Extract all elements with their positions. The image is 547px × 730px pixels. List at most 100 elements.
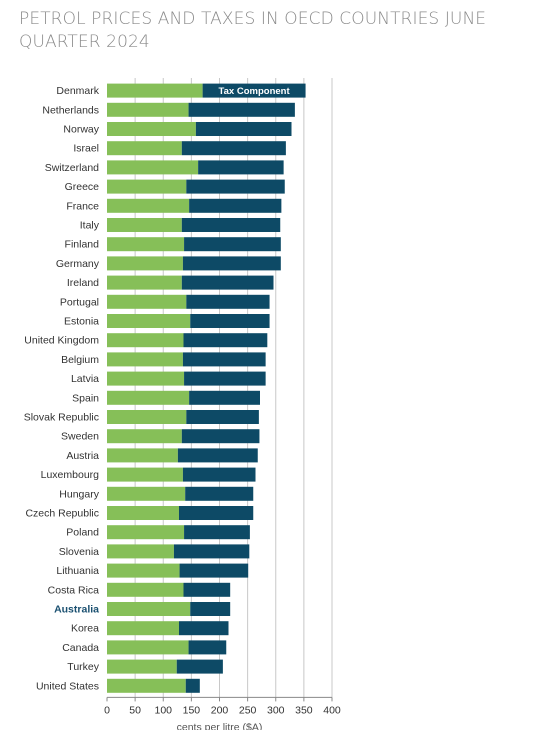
- x-tick-label-3: 150: [183, 704, 201, 716]
- category-label-26: Costa Rica: [48, 584, 100, 596]
- bar-base-13: [107, 333, 184, 348]
- category-label-23: Poland: [66, 527, 99, 539]
- category-label-25: Lithuania: [56, 565, 99, 577]
- category-label-30: Turkey: [67, 661, 99, 673]
- bar-tax-21: [185, 486, 254, 501]
- bar-tax-26: [183, 582, 231, 597]
- bar-base-25: [107, 563, 180, 578]
- bar-tax-30: [176, 659, 223, 674]
- bar-tax-27: [190, 602, 231, 616]
- bar-tax-20: [182, 467, 256, 482]
- bar-base-20: [107, 467, 183, 482]
- bar-tax-5: [186, 179, 285, 194]
- bar-tax-14: [182, 352, 266, 367]
- category-label-0: Denmark: [56, 85, 99, 97]
- bar-tax-18: [181, 429, 260, 444]
- bar-tax-8: [184, 237, 281, 252]
- bar-tax-6: [189, 198, 282, 213]
- bar-base-19: [107, 448, 178, 463]
- bar-base-17: [107, 410, 187, 424]
- category-label-8: Finland: [65, 239, 100, 251]
- bar-tax-24: [173, 544, 250, 559]
- chart-title: PETROL PRICES AND TAXES IN OECD COUNTRIE…: [19, 9, 487, 52]
- bar-tax-9: [182, 256, 281, 271]
- bar-base-4: [107, 160, 199, 175]
- bar-tax-23: [184, 525, 250, 540]
- category-label-24: Slovenia: [59, 546, 99, 558]
- category-label-15: Latvia: [71, 373, 99, 385]
- bar-tax-7: [181, 218, 281, 232]
- bar-base-6: [107, 198, 190, 213]
- bar-tax-10: [181, 275, 274, 290]
- bar-base-31: [107, 678, 186, 693]
- category-label-21: Hungary: [59, 488, 99, 500]
- category-label-5: Greece: [65, 181, 100, 193]
- bar-tax-25: [179, 563, 249, 578]
- bar-base-23: [107, 525, 185, 540]
- bar-base-5: [107, 179, 187, 194]
- bar-base-24: [107, 544, 174, 559]
- bar-tax-17: [186, 410, 259, 424]
- bar-base-27: [107, 602, 191, 616]
- category-label-22: Czech Republic: [25, 508, 99, 520]
- category-label-9: Germany: [56, 258, 100, 270]
- category-label-2: Norway: [63, 124, 99, 136]
- bar-base-7: [107, 218, 182, 232]
- category-label-14: Belgium: [61, 354, 99, 366]
- bar-tax-31: [185, 678, 200, 693]
- bar-base-28: [107, 621, 179, 636]
- category-label-28: Korea: [71, 623, 99, 635]
- bar-base-10: [107, 275, 182, 290]
- x-tick-label-5: 250: [239, 704, 257, 716]
- bar-base-29: [107, 640, 189, 655]
- x-tick-label-8: 400: [323, 704, 341, 716]
- bar-tax-29: [188, 640, 227, 655]
- category-label-27: Australia: [54, 604, 99, 616]
- bar-base-12: [107, 314, 191, 328]
- bar-base-18: [107, 429, 182, 444]
- bar-tax-16: [189, 390, 260, 405]
- category-label-29: Canada: [62, 642, 99, 654]
- category-label-18: Sweden: [61, 431, 99, 443]
- x-tick-label-0: 0: [104, 704, 110, 716]
- legend-tax-component: Tax Component: [219, 86, 291, 97]
- x-tick-label-2: 100: [154, 704, 172, 716]
- bar-tax-11: [186, 294, 270, 309]
- bar-tax-0: [202, 83, 306, 98]
- bar-base-11: [107, 294, 187, 309]
- category-label-13: United Kingdom: [24, 335, 99, 347]
- bar-base-8: [107, 237, 185, 252]
- category-label-1: Netherlands: [42, 104, 99, 116]
- bar-base-22: [107, 506, 179, 520]
- category-label-31: United States: [36, 680, 99, 692]
- category-label-3: Israel: [73, 143, 99, 155]
- bar-base-3: [107, 141, 182, 156]
- bar-tax-12: [190, 314, 270, 328]
- bar-base-21: [107, 486, 186, 501]
- bar-tax-4: [198, 160, 284, 175]
- category-label-7: Italy: [80, 220, 100, 232]
- bar-tax-15: [184, 371, 266, 386]
- bar-base-14: [107, 352, 183, 367]
- bar-tax-1: [188, 102, 295, 117]
- category-label-20: Luxembourg: [41, 469, 100, 481]
- category-label-16: Spain: [72, 392, 99, 404]
- bar-base-9: [107, 256, 183, 271]
- bar-base-2: [107, 122, 196, 136]
- x-tick-label-7: 350: [295, 704, 313, 716]
- x-tick-label-4: 200: [211, 704, 229, 716]
- bar-base-0: [107, 83, 203, 98]
- bar-tax-2: [195, 122, 292, 136]
- bar-base-1: [107, 102, 189, 117]
- bar-tax-13: [183, 333, 268, 348]
- category-label-11: Portugal: [60, 296, 99, 308]
- category-label-19: Austria: [66, 450, 99, 462]
- category-label-17: Slovak Republic: [24, 412, 99, 424]
- x-tick-label-6: 300: [267, 704, 285, 716]
- category-label-4: Switzerland: [45, 162, 99, 174]
- bar-base-15: [107, 371, 185, 386]
- bar-base-30: [107, 659, 177, 674]
- category-label-12: Estonia: [64, 316, 99, 328]
- bar-base-16: [107, 390, 190, 405]
- category-label-6: France: [66, 200, 99, 212]
